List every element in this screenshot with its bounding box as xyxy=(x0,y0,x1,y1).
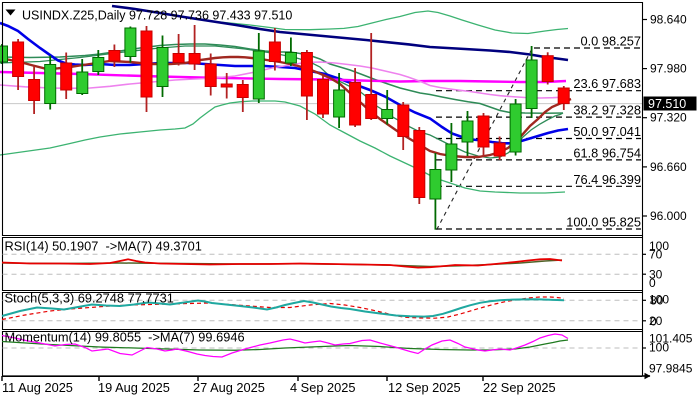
svg-text:101.405: 101.405 xyxy=(649,332,693,346)
svg-text:76.4 96.399: 76.4 96.399 xyxy=(573,172,641,187)
svg-text:4 Sep 2025: 4 Sep 2025 xyxy=(290,380,355,395)
svg-text:0: 0 xyxy=(650,315,657,329)
svg-text:RSI(14) 50.1907 ->MA(7) 49.37: RSI(14) 50.1907 ->MA(7) 49.3701 xyxy=(5,239,202,254)
svg-text:19 Aug 2025: 19 Aug 2025 xyxy=(98,380,170,395)
svg-text:100.0 95.825: 100.0 95.825 xyxy=(566,215,641,230)
svg-text:Momentum(14) 99.8055 ->MA(7): Momentum(14) 99.8055 ->MA(7) 99.6946 xyxy=(5,330,245,345)
svg-text:22 Sep 2025: 22 Sep 2025 xyxy=(483,380,556,395)
svg-text:50.0 97.041: 50.0 97.041 xyxy=(573,124,641,139)
svg-text:30: 30 xyxy=(649,268,663,282)
svg-text:97.9845: 97.9845 xyxy=(649,362,693,376)
svg-text:100: 100 xyxy=(649,341,669,355)
svg-text:11 Aug 2025: 11 Aug 2025 xyxy=(2,380,73,395)
svg-text:Stoch(5,3,3) 69.2748 77.7731: Stoch(5,3,3) 69.2748 77.7731 xyxy=(5,291,174,306)
svg-text:97.510: 97.510 xyxy=(648,97,686,111)
svg-text:80: 80 xyxy=(650,293,664,307)
svg-text:96.000: 96.000 xyxy=(650,209,687,223)
svg-text:12 Sep 2025: 12 Sep 2025 xyxy=(388,380,461,395)
svg-text:100: 100 xyxy=(649,239,669,253)
svg-text:0: 0 xyxy=(649,276,656,290)
svg-text:USINDX.Z25,Daily 97.728 97.736: USINDX.Z25,Daily 97.728 97.736 97.433 97… xyxy=(22,9,292,23)
svg-text:100: 100 xyxy=(649,293,669,307)
svg-text:38.2 97.328: 38.2 97.328 xyxy=(573,103,641,118)
svg-text:98.640: 98.640 xyxy=(650,13,687,27)
svg-text:96.660: 96.660 xyxy=(650,160,687,174)
svg-text:97.980: 97.980 xyxy=(650,62,687,76)
svg-text:61.8 96.754: 61.8 96.754 xyxy=(573,145,641,160)
svg-text:23.6 97.683: 23.6 97.683 xyxy=(573,76,641,91)
svg-text:70: 70 xyxy=(649,247,663,261)
svg-text:20: 20 xyxy=(649,314,663,328)
svg-text:27 Aug 2025: 27 Aug 2025 xyxy=(193,380,265,395)
svg-text:0.0 98.257: 0.0 98.257 xyxy=(581,34,642,49)
svg-text:97.320: 97.320 xyxy=(650,111,687,125)
